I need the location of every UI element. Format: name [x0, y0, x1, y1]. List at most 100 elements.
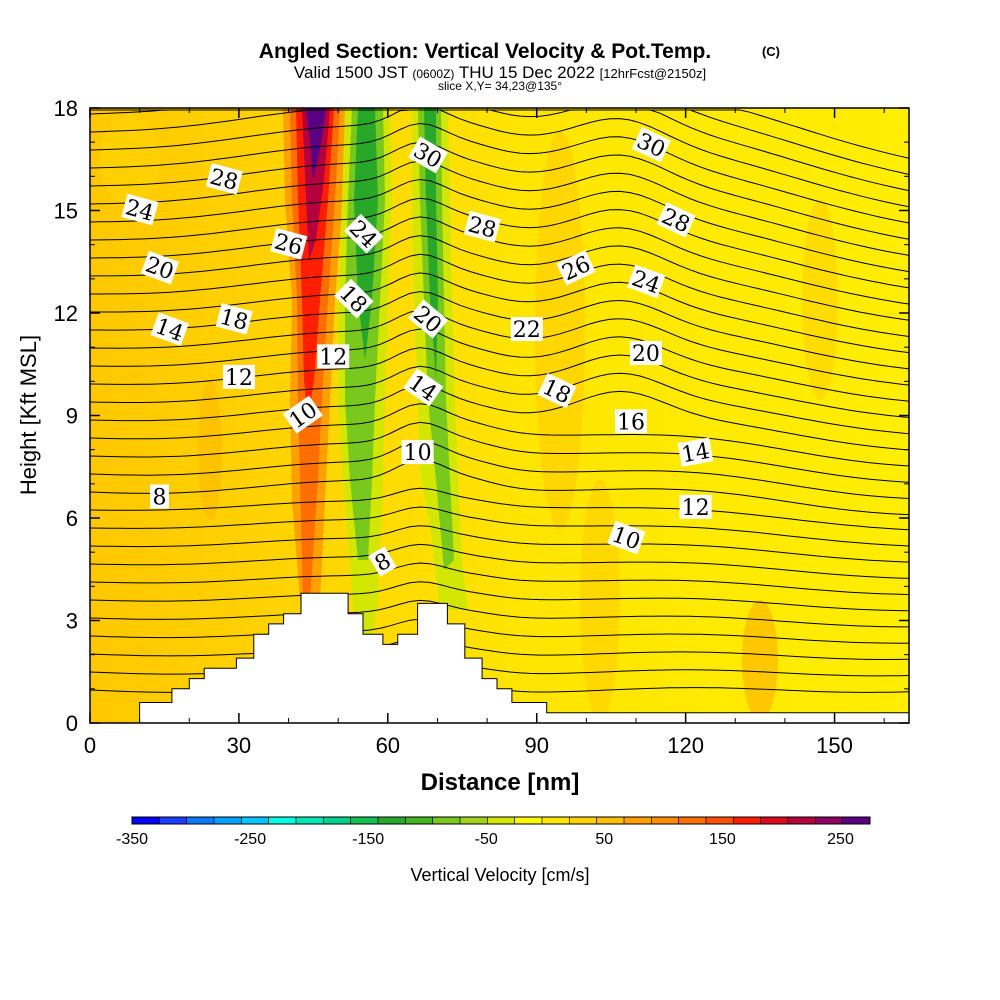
y-tick-label: 12: [54, 301, 78, 326]
colorbar-tick-label: 150: [709, 831, 736, 848]
contour-label-box: [537, 373, 577, 409]
contour-label-text: 12: [319, 345, 347, 370]
subtitle-prefix: Valid 1500 JST: [294, 63, 408, 82]
contour-label-text: 22: [513, 318, 541, 343]
contour-label-box: [222, 364, 255, 389]
colorbar-tick-label: -50: [475, 831, 498, 848]
contour-label: 14: [677, 437, 714, 468]
contour-label-box: [631, 127, 671, 163]
y-tick-label: 15: [54, 199, 78, 224]
shading-patch-4: [580, 480, 620, 720]
contour-label-box: [615, 409, 647, 434]
contour-label-text: 16: [617, 410, 645, 435]
contour-label-box: [121, 193, 159, 226]
isentrope-line: [90, 197, 909, 289]
colorbar: -350 -250 -150 -50 50 150 250: [116, 816, 871, 848]
colorbar-swatch: [323, 817, 351, 824]
isentrope-line: [90, 235, 909, 321]
isentrope-line: [90, 403, 909, 467]
colorbar-swatch: [268, 817, 297, 824]
contour-label-box: [463, 210, 501, 243]
isentrope-line: [90, 421, 909, 483]
contour-label: 16: [615, 409, 647, 435]
x-tick-label: 60: [376, 733, 400, 758]
contour-label-box: [556, 250, 596, 286]
colorbar-tick-label: 50: [595, 831, 613, 848]
contour-label-box: [150, 484, 169, 509]
colorbar-frame: [131, 816, 871, 825]
contour-label-text: 12: [225, 366, 253, 391]
shading-patch-5: [742, 600, 778, 720]
isentrope-line: [90, 543, 909, 579]
colorbar-swatch: [132, 817, 160, 824]
slice-label: slice X,Y= 34,23@135°: [438, 79, 562, 93]
terrain-profile: [90, 592, 909, 723]
y-tick-label: 9: [66, 404, 78, 429]
chart-title: Angled Section: Vertical Velocity & Pot.…: [259, 40, 711, 63]
contour-label: 8: [150, 484, 169, 511]
contour-label-box: [607, 520, 646, 555]
colorbar-label: Vertical Velocity [cm/s]: [410, 865, 589, 885]
isentrope-line: [90, 487, 909, 531]
isentrope-line: [90, 599, 909, 628]
colorbar-tick-label: -250: [234, 831, 266, 848]
axes: 0 30 60 90 120 150 0 3 6 9 12 15 18: [54, 96, 909, 758]
contour-label-text: 12: [682, 496, 710, 521]
contour-label: 28: [656, 202, 696, 238]
contour-label-box: [334, 278, 374, 319]
colorbar-tick-label: -150: [352, 831, 384, 848]
colorbar-swatch: [706, 817, 734, 824]
isentrope-line: [90, 618, 909, 644]
contour-label: 12: [222, 364, 255, 391]
contour-label-box: [150, 312, 189, 346]
subtitle-main: THU 15 Dec 2022: [459, 63, 595, 82]
contour-label-box: [401, 440, 434, 465]
x-tick-label: 30: [227, 733, 251, 758]
colorbar-swatch: [788, 817, 816, 824]
contour-label-box: [403, 368, 444, 407]
colorbar-swatch: [651, 817, 679, 824]
chart-title-mark: (C): [762, 44, 780, 59]
colorbar-swatch: [460, 817, 488, 824]
subtitle-small: (0600Z): [412, 67, 454, 81]
colorbar-swatch: [514, 817, 543, 824]
contour-label-box: [282, 395, 323, 434]
isentrope-line: [90, 365, 909, 435]
isentrope-line: [90, 525, 909, 563]
isentrope-line: [90, 459, 909, 516]
x-tick-label: 150: [816, 733, 853, 758]
y-tick-label: 3: [66, 609, 78, 634]
isentrope-line: [90, 328, 909, 402]
velocity-shading: [100, 108, 838, 720]
isentrope-line: [90, 216, 909, 305]
shading-patch-2: [198, 380, 222, 520]
shading-patch-1: [100, 115, 160, 205]
isentrope-line: [90, 637, 909, 660]
isentrope-line: [90, 506, 909, 547]
x-tick-label: 0: [84, 733, 96, 758]
isentrope-line: [90, 581, 909, 612]
contour-label-box: [408, 136, 448, 174]
contour-label-box: [215, 303, 253, 335]
colorbar-swatch: [678, 817, 707, 824]
colorbar-swatch: [405, 817, 433, 824]
x-tick-label: 90: [524, 733, 548, 758]
colorbar-swatch: [350, 817, 379, 824]
contour-label: 12: [317, 344, 350, 370]
y-tick-label: 18: [54, 96, 78, 121]
isentrope-line: [90, 562, 909, 596]
contour-label-box: [510, 317, 543, 342]
contour-label-box: [205, 163, 243, 195]
contour-label-text: 20: [632, 342, 660, 367]
isentrope-line: [90, 253, 909, 337]
y-axis-label: Height [Kft MSL]: [16, 335, 41, 495]
colorbar-swatch: [296, 817, 324, 824]
contour-label: 24: [627, 264, 666, 299]
colorbar-swatch: [842, 817, 871, 824]
subtitle-fcst: [12hrFcst@2150z]: [600, 66, 706, 81]
contour-label-text: 10: [404, 441, 432, 466]
contour-label-text: 14: [680, 439, 712, 468]
contour-label: 12: [679, 494, 712, 521]
